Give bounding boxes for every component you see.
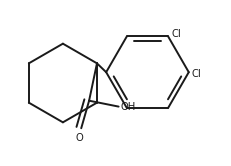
Text: OH: OH [120,102,135,112]
Text: Cl: Cl [191,69,201,79]
Text: O: O [75,133,83,143]
Text: Cl: Cl [170,29,180,40]
